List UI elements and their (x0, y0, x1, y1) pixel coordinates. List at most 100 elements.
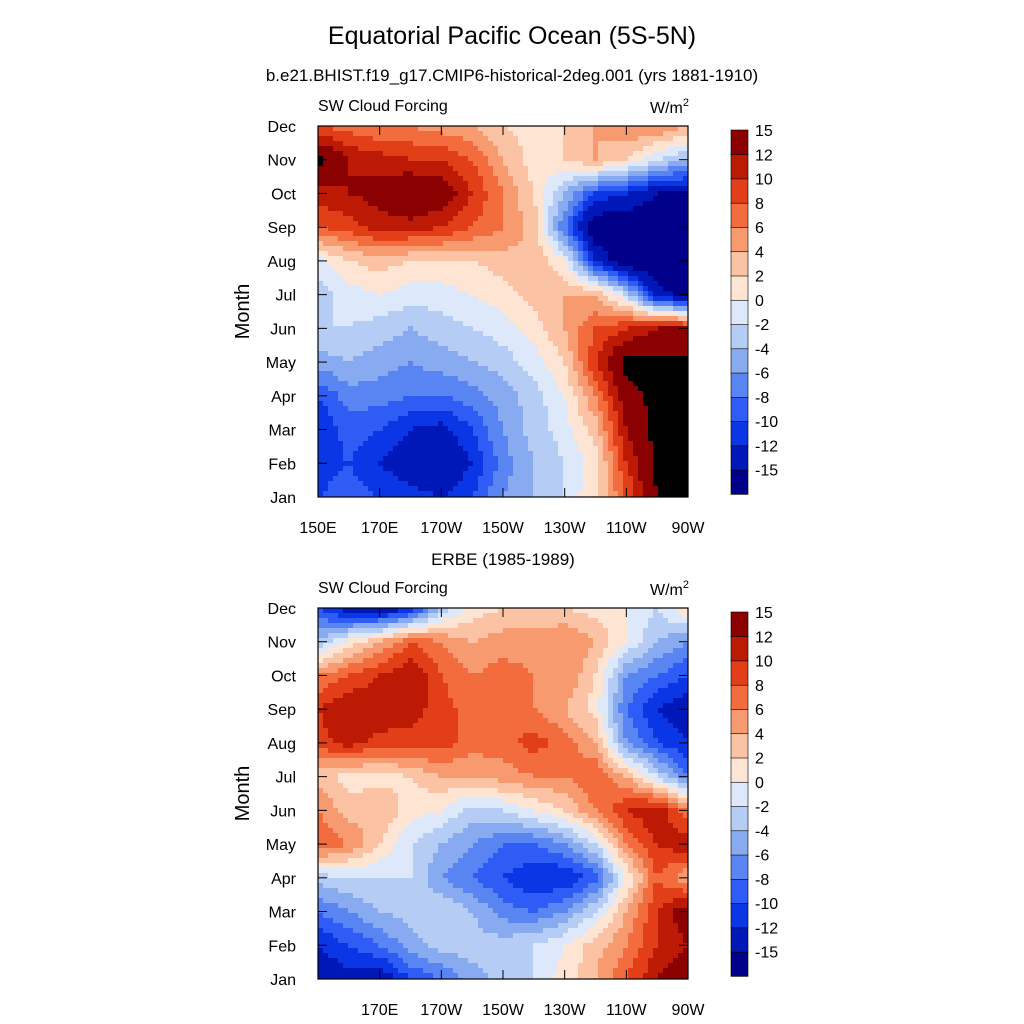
heatmap-cell (628, 261, 634, 267)
heatmap-cell (558, 311, 564, 317)
heatmap-cell (598, 361, 604, 367)
heatmap-cell (433, 336, 439, 342)
heatmap-cell (638, 151, 644, 157)
heatmap-cell (433, 351, 439, 357)
heatmap-cell (363, 176, 369, 182)
heatmap-cell (358, 236, 364, 242)
heatmap-cell (378, 436, 384, 442)
heatmap-cell (468, 316, 474, 322)
heatmap-cell (448, 186, 454, 192)
heatmap-cell (588, 316, 594, 322)
heatmap-cell (523, 161, 529, 167)
heatmap-cell (618, 386, 624, 392)
heatmap-cell (423, 166, 429, 172)
heatmap-cell (508, 431, 514, 437)
heatmap-cell (613, 376, 619, 382)
heatmap-cell (503, 351, 509, 357)
heatmap-cell (333, 416, 339, 422)
heatmap-cell (448, 411, 454, 417)
heatmap-cell (398, 286, 404, 292)
heatmap-cell (403, 361, 409, 367)
heatmap-cell (443, 341, 449, 347)
heatmap-cell (538, 376, 544, 382)
heatmap-cell (588, 256, 594, 262)
heatmap-cell (418, 326, 424, 332)
heatmap-cell (523, 291, 529, 297)
heatmap-cell (393, 141, 399, 147)
heatmap-cell (418, 406, 424, 412)
heatmap-cell (373, 161, 379, 167)
heatmap-cell (623, 221, 629, 227)
heatmap-cell (373, 141, 379, 147)
heatmap-cell (328, 211, 334, 217)
heatmap-cell (588, 261, 594, 267)
heatmap-cell (543, 446, 549, 452)
heatmap-cell (518, 136, 524, 142)
heatmap-cell (353, 336, 359, 342)
heatmap-cell (348, 206, 354, 212)
heatmap-cell (673, 271, 679, 277)
heatmap-cell (528, 396, 534, 402)
heatmap-cell (383, 296, 389, 302)
heatmap-cell (533, 251, 539, 257)
heatmap-cell (468, 226, 474, 232)
heatmap-cell (538, 256, 544, 262)
heatmap-cell (463, 176, 469, 182)
heatmap-cell (403, 126, 409, 132)
heatmap-cell (458, 126, 464, 132)
heatmap-cell (428, 456, 434, 462)
heatmap-cell (453, 321, 459, 327)
heatmap-cell (503, 171, 509, 177)
heatmap-cell (518, 296, 524, 302)
heatmap-cell (468, 346, 474, 352)
heatmap-cell (678, 201, 684, 207)
heatmap-cell (653, 316, 659, 322)
heatmap-cell (558, 306, 564, 312)
heatmap-cell (653, 401, 659, 407)
heatmap-cell (668, 176, 674, 182)
heatmap-cell (558, 336, 564, 342)
heatmap-cell (523, 366, 529, 372)
heatmap-cell (463, 296, 469, 302)
heatmap-cell (533, 431, 539, 437)
heatmap-cell (663, 336, 669, 342)
heatmap-cell (683, 216, 689, 222)
heatmap-cell (368, 201, 374, 207)
heatmap-cell (603, 141, 609, 147)
heatmap-cell (583, 246, 589, 252)
heatmap-cell (543, 221, 549, 227)
heatmap-cell (458, 186, 464, 192)
heatmap-cell (523, 216, 529, 222)
heatmap-cell (578, 306, 584, 312)
heatmap-cell (558, 366, 564, 372)
heatmap-cell (458, 261, 464, 267)
heatmap-cell (483, 356, 489, 362)
heatmap-cell (603, 126, 609, 132)
heatmap-cell (333, 321, 339, 327)
heatmap-cell (388, 211, 394, 217)
heatmap-cell (623, 311, 629, 317)
heatmap-cell (408, 331, 414, 337)
heatmap-cell (558, 286, 564, 292)
heatmap-cell (428, 406, 434, 412)
heatmap-cell (528, 371, 534, 377)
heatmap-cell (438, 421, 444, 427)
heatmap-cell (403, 206, 409, 212)
heatmap-cell (673, 146, 679, 152)
heatmap-cell (488, 291, 494, 297)
heatmap-cell (418, 296, 424, 302)
heatmap-cell (363, 336, 369, 342)
heatmap-cell (578, 396, 584, 402)
heatmap-cell (488, 411, 494, 417)
heatmap-cell (428, 171, 434, 177)
heatmap-cell (388, 436, 394, 442)
heatmap-cell (538, 141, 544, 147)
heatmap-cell (348, 306, 354, 312)
heatmap-cell (628, 211, 634, 217)
heatmap-cell (558, 451, 564, 457)
heatmap-cell (503, 396, 509, 402)
heatmap-cell (508, 356, 514, 362)
heatmap-cell (363, 446, 369, 452)
heatmap-cell (673, 311, 679, 317)
heatmap-cell (463, 181, 469, 187)
